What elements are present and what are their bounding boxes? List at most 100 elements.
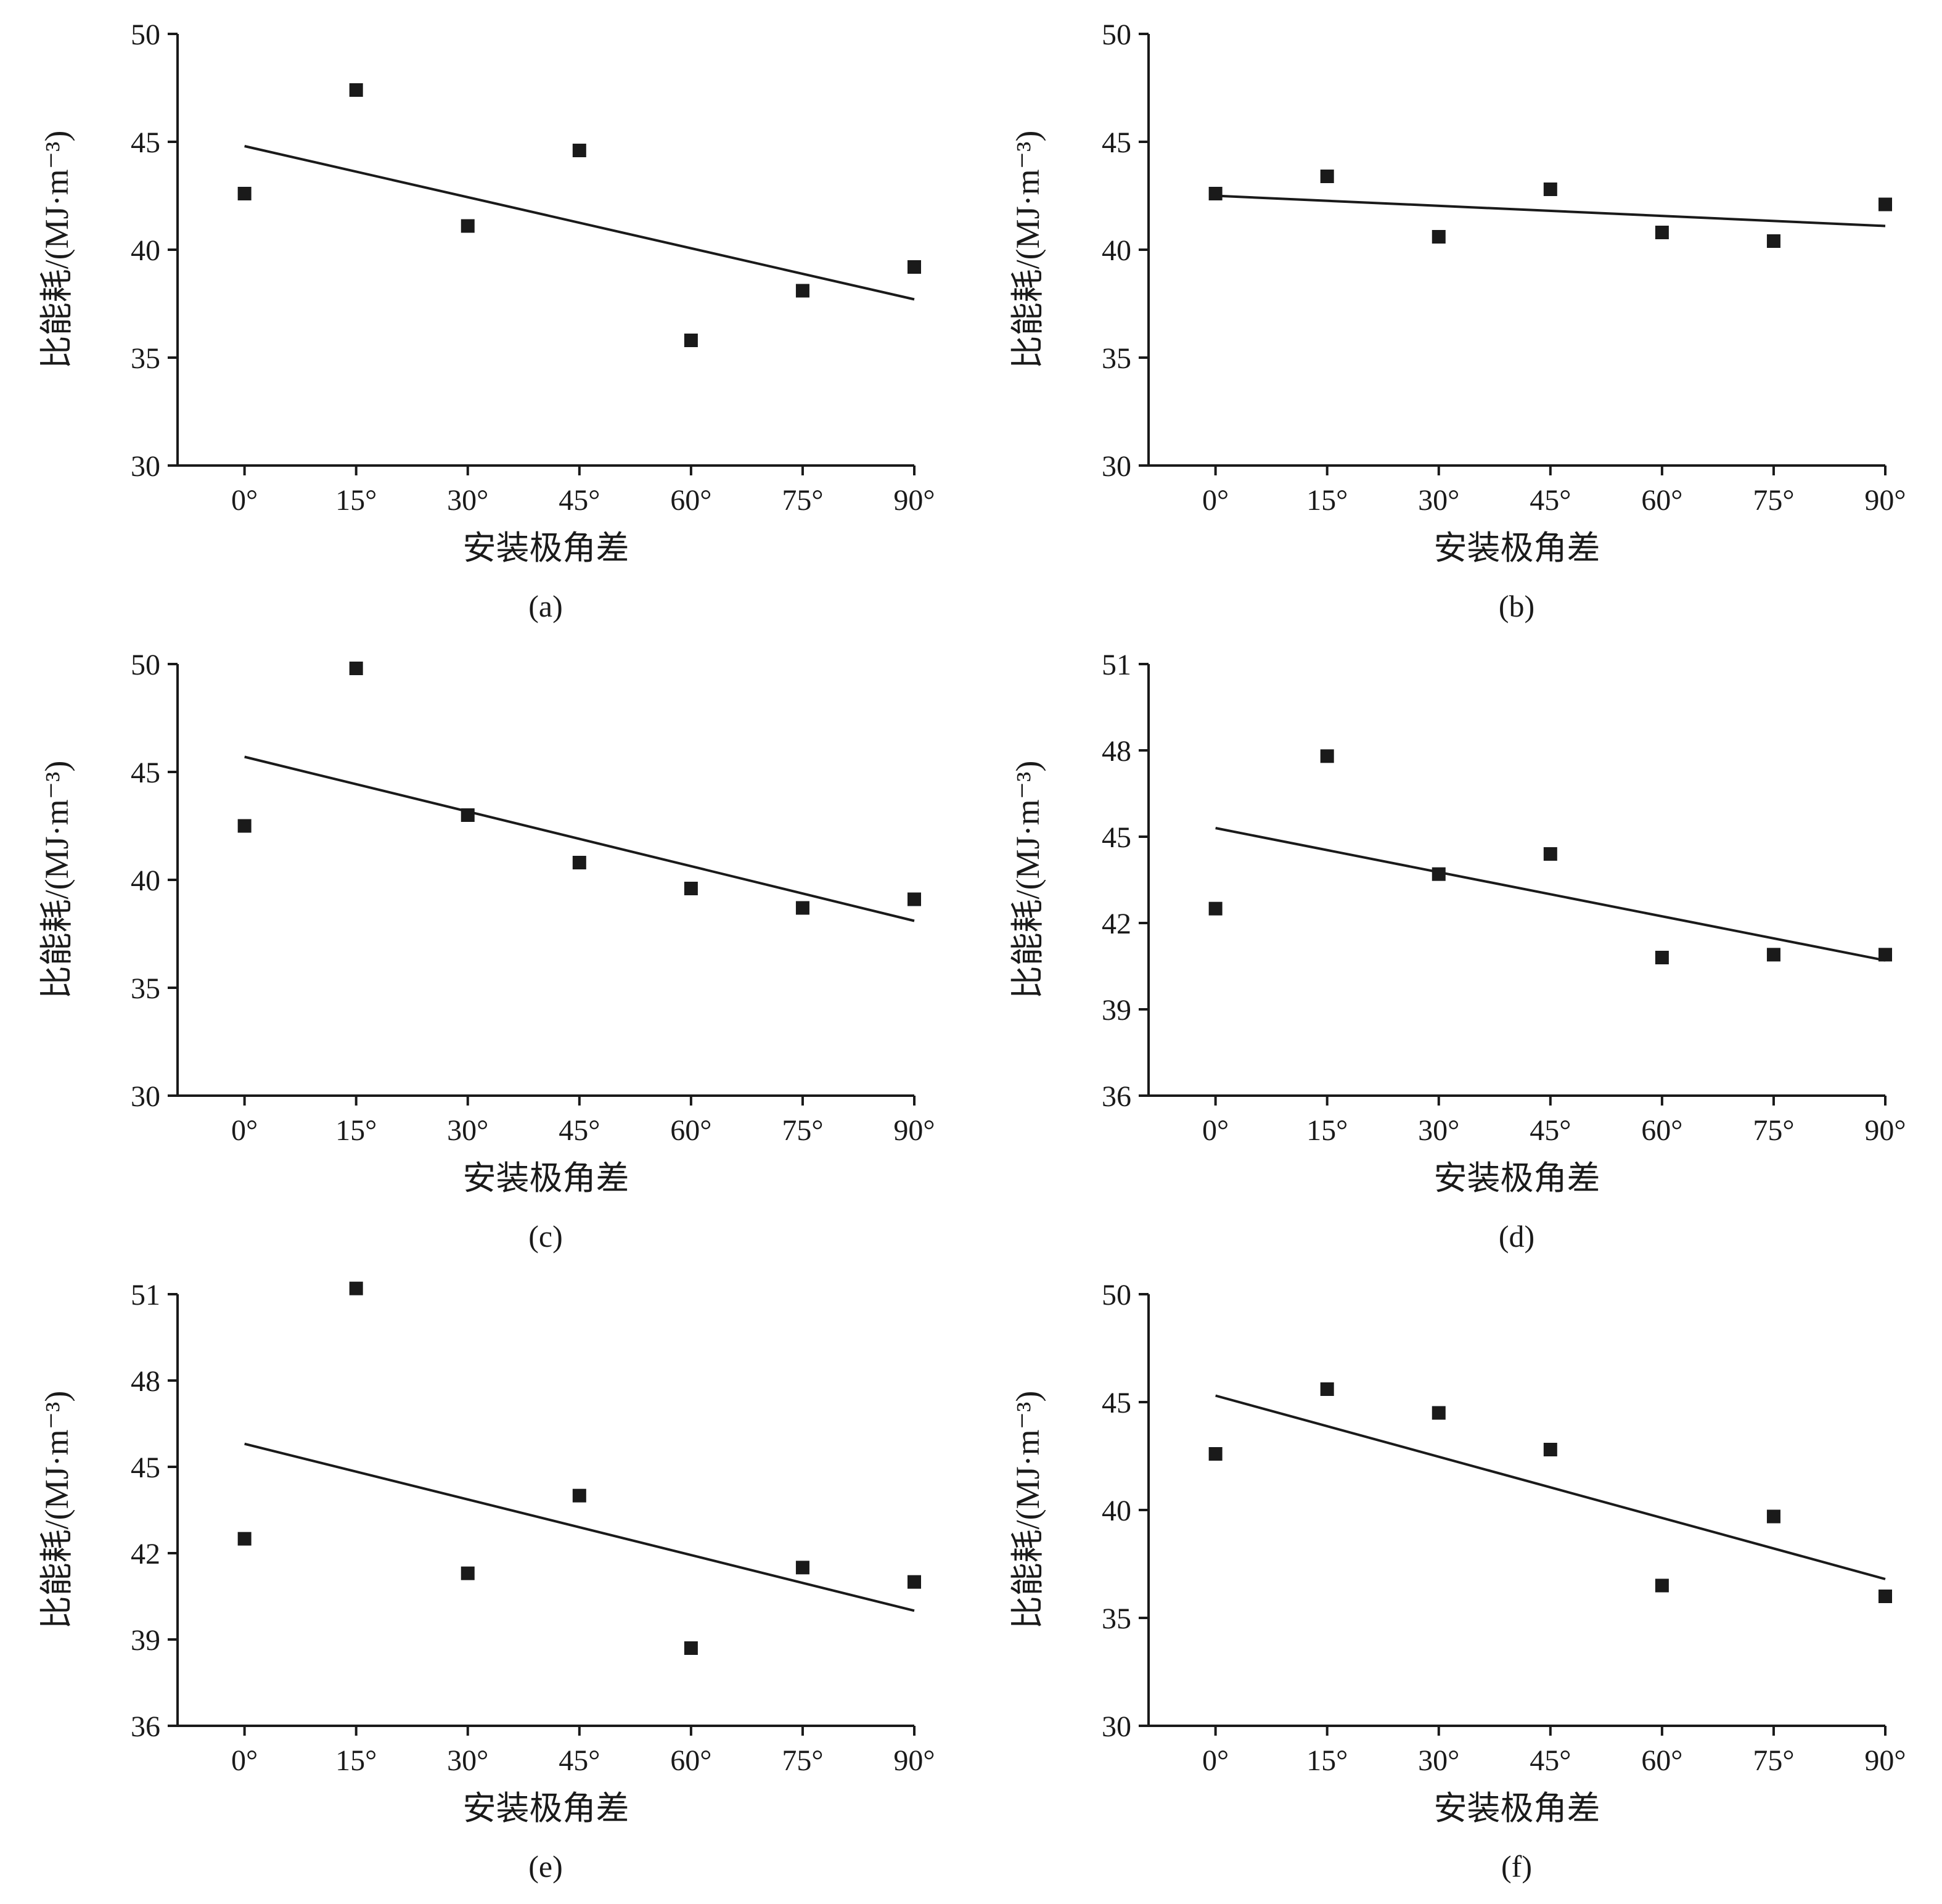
- y-tick-label: 48: [131, 1365, 160, 1398]
- x-tick-label: 60°: [670, 1744, 711, 1777]
- y-tick-label: 51: [1102, 649, 1131, 681]
- x-axis: 0° 15° 30° 45° 60° 75° 90°: [177, 464, 935, 517]
- y-tick-label: 30: [131, 1080, 160, 1113]
- y-tick-label: 45: [131, 1451, 160, 1484]
- data-point-marker: [1655, 226, 1669, 239]
- y-tick-label: 35: [131, 342, 160, 375]
- x-axis: 0° 15° 30° 45° 60° 75° 90°: [1148, 1094, 1906, 1147]
- x-tick-label: 90°: [893, 1114, 935, 1147]
- y-tick-label: 40: [131, 864, 160, 897]
- data-point-marker: [1543, 847, 1557, 861]
- data-point-marker: [1766, 234, 1780, 248]
- x-tick-label: 45°: [559, 1744, 600, 1777]
- x-tick-label: 30°: [447, 484, 488, 517]
- y-axis: 30 35 40 45 50: [131, 649, 179, 1113]
- data-point-marker: [1543, 1443, 1557, 1456]
- x-tick-label: 45°: [1530, 1744, 1571, 1777]
- x-tick-label: 30°: [1418, 484, 1459, 517]
- x-tick-label: 30°: [1418, 1114, 1459, 1147]
- x-tick-label: 15°: [335, 1744, 377, 1777]
- data-point-marker: [1766, 1509, 1780, 1524]
- x-axis-label: 安装极角差: [462, 1790, 629, 1827]
- y-axis-label: 比能耗/(MJ·m⁻³): [1009, 761, 1046, 999]
- trend-line: [1215, 1394, 1886, 1580]
- subplot-b-caption: (b): [1498, 589, 1535, 623]
- data-point-marker: [907, 892, 921, 906]
- subplot-d-caption: (d): [1498, 1219, 1535, 1254]
- data-point-marker: [461, 219, 475, 233]
- y-tick-label: 30: [1102, 450, 1131, 483]
- subplot-b: 30 35 40 45 50 0° 15° 30° 45° 60° 75° 90° 安装极角差 比能耗/(…: [971, 2, 1942, 633]
- y-tick-label: 45: [1102, 1387, 1131, 1419]
- data-point-marker: [795, 1561, 809, 1575]
- x-axis: 0° 15° 30° 45° 60° 75° 90°: [1148, 1725, 1906, 1777]
- x-tick-label: 75°: [782, 484, 823, 517]
- data-point-marker: [1208, 1447, 1223, 1461]
- y-tick-label: 50: [1102, 18, 1131, 51]
- x-tick-label: 0°: [231, 1114, 258, 1147]
- x-tick-label: 0°: [1202, 1744, 1229, 1777]
- trend-line: [1215, 194, 1885, 228]
- x-tick-label: 60°: [1641, 484, 1682, 517]
- y-tick-label: 40: [1102, 234, 1131, 267]
- x-tick-label: 15°: [335, 484, 377, 517]
- data-point-marker: [237, 819, 252, 833]
- data-points: [1208, 749, 1892, 964]
- x-tick-label: 15°: [1306, 484, 1348, 517]
- subplot-c-plot: 30 35 40 45 50 0° 15° 30° 45° 60° 75° 90° 安装极角差 比能耗/(…: [38, 649, 935, 1197]
- trend-line: [244, 1442, 914, 1612]
- data-point-marker: [1432, 230, 1446, 244]
- data-points: [237, 83, 921, 347]
- y-tick-label: 36: [1102, 1080, 1131, 1113]
- data-point-marker: [237, 187, 252, 200]
- subplot-a-plot: 30 35 40 45 50 0° 15° 30° 45° 60° 75° 90° 安装极角差 比能耗/(…: [38, 18, 935, 567]
- y-tick-label: 45: [131, 757, 160, 789]
- data-point-marker: [572, 144, 586, 157]
- x-axis: 0° 15° 30° 45° 60° 75° 90°: [177, 1725, 935, 1777]
- data-point-marker: [349, 1281, 363, 1295]
- x-tick-label: 75°: [782, 1114, 823, 1147]
- subplot-f: 30 35 40 45 50 0° 15° 30° 45° 60° 75° 90° 安装极角差 比能耗/(…: [971, 1263, 1942, 1893]
- data-point-marker: [1320, 1382, 1334, 1396]
- y-tick-label: 45: [1102, 821, 1131, 854]
- x-tick-label: 60°: [670, 484, 711, 517]
- x-tick-label: 30°: [1418, 1744, 1459, 1777]
- subplot-b-plot: 30 35 40 45 50 0° 15° 30° 45° 60° 75° 90° 安装极角差 比能耗/(…: [1009, 18, 1906, 567]
- y-tick-label: 45: [1102, 126, 1131, 159]
- x-tick-label: 90°: [1864, 1114, 1906, 1147]
- data-point-marker: [1655, 1578, 1669, 1593]
- subplot-d: 36 39 42 45 48 51 0° 15° 30° 45° 60° 75° 90° 安装极角差 比能耗…: [971, 633, 1942, 1263]
- y-tick-label: 35: [1102, 342, 1131, 375]
- x-tick-label: 90°: [893, 484, 935, 517]
- y-tick-label: 48: [1102, 735, 1131, 768]
- x-tick-label: 45°: [559, 1114, 600, 1147]
- data-point-marker: [1878, 197, 1892, 211]
- x-axis-label: 安装极角差: [1433, 530, 1600, 567]
- data-point-marker: [1320, 170, 1334, 183]
- subplot-e-caption: (e): [528, 1849, 563, 1884]
- x-tick-label: 75°: [1753, 1114, 1794, 1147]
- data-point-marker: [907, 260, 921, 274]
- x-tick-label: 75°: [1753, 484, 1794, 517]
- data-point-marker: [1320, 749, 1334, 763]
- data-point-marker: [1655, 951, 1669, 964]
- x-axis-label: 安装极角差: [1433, 1160, 1600, 1197]
- subplot-f-caption: (f): [1501, 1849, 1532, 1884]
- y-axis-label: 比能耗/(MJ·m⁻³): [1009, 1391, 1046, 1630]
- y-tick-label: 35: [131, 972, 160, 1005]
- y-tick-label: 30: [1102, 1710, 1131, 1743]
- y-axis: 36 39 42 45 48 51: [131, 1279, 179, 1743]
- data-point-marker: [1543, 183, 1557, 196]
- y-axis-label: 比能耗/(MJ·m⁻³): [38, 1391, 75, 1630]
- y-tick-label: 40: [1102, 1495, 1131, 1527]
- y-tick-label: 42: [131, 1538, 160, 1570]
- y-tick-label: 51: [131, 1279, 160, 1311]
- y-tick-label: 50: [131, 649, 160, 681]
- x-tick-label: 30°: [447, 1114, 488, 1147]
- x-axis: 0° 15° 30° 45° 60° 75° 90°: [1148, 464, 1906, 517]
- data-points: [237, 1281, 921, 1655]
- y-axis: 30 35 40 45 50: [131, 18, 179, 483]
- x-tick-label: 75°: [782, 1744, 823, 1777]
- data-point-marker: [1878, 1590, 1892, 1603]
